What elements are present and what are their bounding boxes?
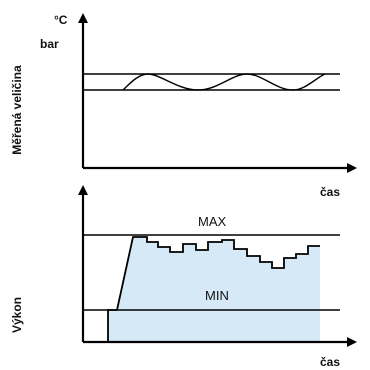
bottom-y-axis-label: Výkon bbox=[10, 297, 24, 333]
unit-celsius-label: °C bbox=[54, 13, 68, 27]
bottom-x-axis-label: čas bbox=[320, 355, 340, 369]
power-area-fill bbox=[108, 237, 320, 342]
top-chart: °C bar Měřená veličina čas bbox=[10, 13, 357, 199]
max-label: MAX bbox=[198, 214, 227, 229]
power-curve bbox=[107, 236, 320, 342]
unit-bar-label: bar bbox=[40, 37, 59, 51]
bottom-chart: MAX MIN Výkon čas bbox=[10, 185, 357, 369]
top-x-axis-label: čas bbox=[320, 185, 340, 199]
measured-value-wave bbox=[122, 73, 326, 91]
min-label: MIN bbox=[205, 288, 229, 303]
top-y-axis-label: Měřená veličina bbox=[10, 65, 24, 155]
